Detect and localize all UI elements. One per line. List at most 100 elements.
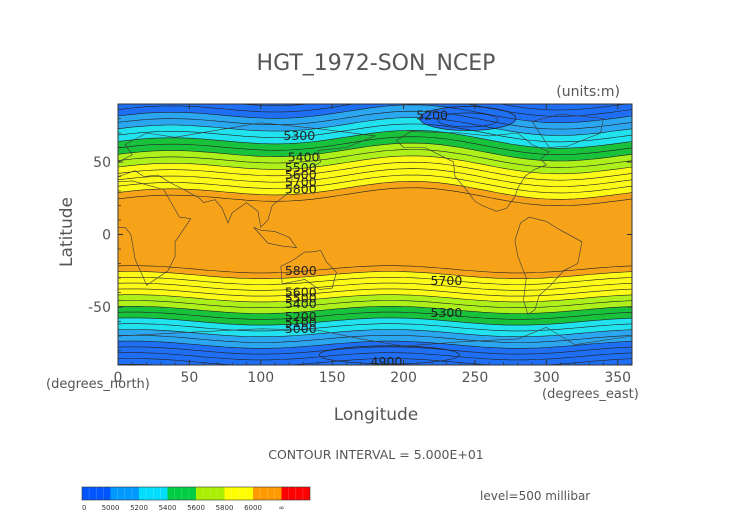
contour-label: 5700 [430, 273, 462, 288]
band-5700-n [118, 168, 632, 193]
x-tick-label: 100 [247, 370, 274, 386]
colorbar-label: 5400 [159, 504, 177, 512]
band-5300-n [118, 117, 632, 142]
contour-label: 5700 [285, 174, 317, 189]
colorbar-swatch [196, 487, 225, 500]
colorbar-swatch [224, 487, 253, 500]
contour-line-5450-s [118, 311, 632, 320]
contour-label: 5100 [285, 315, 317, 330]
y-tick-label: 0 [102, 228, 111, 244]
band-5800-n [118, 181, 632, 206]
contour-line-5400-n [118, 129, 632, 149]
band-5450-n [118, 136, 632, 161]
greenland-coast [531, 113, 604, 148]
band-5250-n [118, 111, 632, 136]
contour-label: 5600 [285, 285, 317, 300]
colorbar: 0 5000 5200 5400 5600 5800 6000 ∞ [81, 486, 311, 512]
colorbar-swatch [139, 487, 168, 500]
contour-label: 5400 [285, 296, 317, 311]
y-tick-label: -50 [88, 300, 111, 316]
x-tick-label: 200 [390, 370, 417, 386]
south-america-coast [514, 216, 583, 315]
contour-line-5500-s [118, 306, 632, 314]
band-5750-s [118, 271, 632, 285]
contour-labels: 5200530054005500560057005800580057005600… [283, 108, 462, 369]
contour-line-5000-n [118, 79, 632, 97]
colorbar-swatch [253, 487, 282, 500]
x-unit-label: (degrees_east) [542, 387, 639, 402]
contour-line-5400-s [118, 317, 632, 326]
band-5650-n [118, 162, 632, 187]
colorbar-swatch [167, 487, 196, 500]
contour-line-5750-s [118, 277, 632, 285]
contour-line-5600-s [118, 294, 632, 303]
colorbar-label: 5000 [102, 504, 120, 512]
contour-label: 5200 [416, 108, 448, 123]
level-text: level=500 millibar [480, 489, 590, 503]
colorbar-label: ∞ [279, 504, 285, 512]
band-5250-s [118, 329, 632, 343]
band-5050-n [240, 104, 627, 110]
antarctica-coast [118, 326, 632, 347]
band-5000-s [118, 358, 632, 365]
x-axis-label: Longitude [334, 405, 419, 425]
contour-interval-text: CONTOUR INTERVAL = 5.000E+01 [268, 447, 484, 462]
contour-line-5300-n [118, 117, 632, 136]
contour-label: 5000 [285, 321, 317, 336]
arctic-low-5200 [419, 106, 517, 131]
band-5050-s [118, 352, 632, 365]
colorbar-frame [81, 486, 311, 501]
colorbar-swatch [281, 487, 310, 500]
x-tick-label: 350 [604, 370, 631, 386]
x-tick-label: 250 [462, 370, 489, 386]
contour-line-5050-n [118, 86, 632, 104]
contour-line-5650-n [118, 161, 632, 181]
contour-label: 5500 [285, 160, 317, 175]
band-5300-s [118, 323, 632, 337]
colorbar-label: 5800 [216, 504, 234, 512]
contour-line-5850-n [118, 187, 632, 207]
band-5400-s [118, 312, 632, 326]
band-5550-n [118, 149, 632, 174]
band-5750-n [118, 175, 632, 200]
colorbar-label: 5600 [187, 504, 205, 512]
band-5800-s [118, 265, 632, 279]
x-tick-label: 0 [114, 370, 123, 386]
y-axis: 50 0 -50 [88, 118, 632, 351]
contour-label: 4900 [371, 354, 403, 369]
band-5700-s [118, 277, 632, 291]
contour-label: 5600 [285, 167, 317, 182]
x-tick-label: 300 [533, 370, 560, 386]
australia-coast [280, 250, 337, 290]
band-5600-n [118, 155, 632, 181]
contour-label: 5500 [285, 290, 317, 305]
plot-area: 5200530054005500560057005800580057005600… [118, 73, 632, 369]
contour-line-5650-s [118, 288, 632, 297]
band-5500-n [118, 143, 632, 168]
contour-line-5550-s [118, 300, 632, 308]
contour-line-5700-n [118, 168, 632, 187]
band-5000-n [118, 79, 632, 103]
band-5500-s [118, 300, 632, 314]
band-4950-n [118, 73, 632, 97]
band-5150-n [118, 104, 632, 123]
arctic-low-inner-contour [437, 112, 499, 128]
band-5350-s [118, 317, 632, 331]
contour-line-5250-n [118, 110, 632, 130]
contour-label: 5300 [430, 305, 462, 320]
contour-line-5150-n [118, 104, 632, 117]
africa-coast [118, 180, 192, 286]
colorbar-swatch [82, 487, 111, 500]
x-tick-label: 50 [180, 370, 198, 386]
chart-title: HGT_1972-SON_NCEP [257, 51, 496, 76]
band-5100-n [118, 104, 632, 117]
indonesia-coast [253, 227, 298, 248]
contour-line-5100-s [118, 352, 632, 361]
y-tick-label: 50 [93, 155, 111, 171]
band-5350-n [118, 124, 632, 149]
y-axis-label: Latitude [57, 197, 77, 267]
band-5650-s [118, 283, 632, 297]
band-5600-s [118, 288, 632, 302]
contour-line-5750-n [118, 174, 632, 194]
